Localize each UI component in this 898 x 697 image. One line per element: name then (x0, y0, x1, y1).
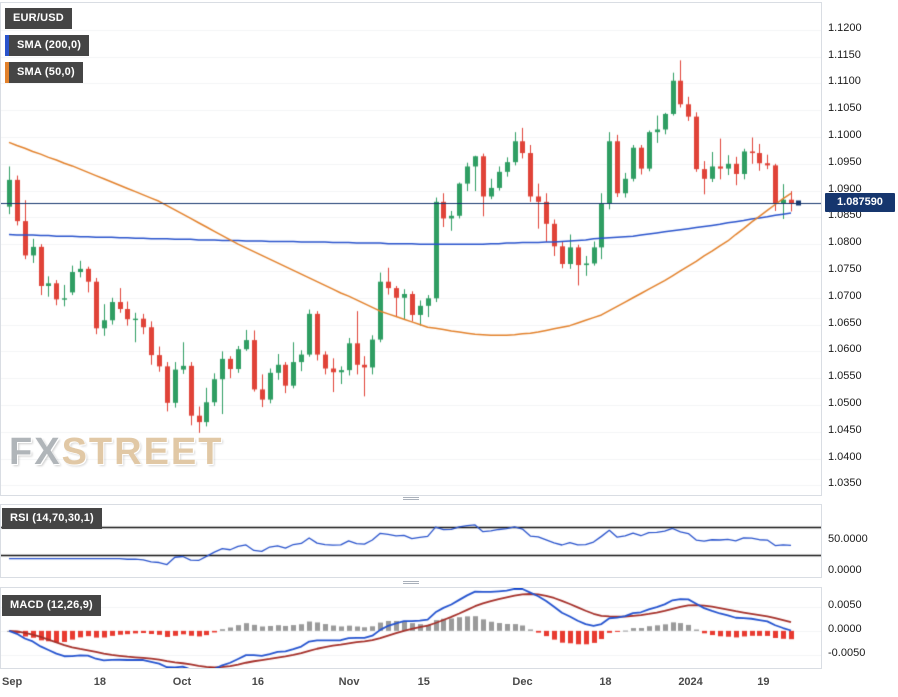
y-axis-price-label: 1.0850 (828, 209, 862, 222)
x-axis-date-label: 18 (599, 676, 612, 688)
y-axis-price-label: 1.0650 (828, 316, 862, 329)
macd-axis-label: -0.0050 (828, 646, 866, 659)
rsi-axis-label: 0.0000 (828, 564, 862, 576)
fxstreet-logo-fx: FX (9, 431, 62, 473)
panel-resize-handle[interactable] (400, 580, 422, 587)
x-axis-date-label: Nov (338, 676, 360, 688)
x-axis-date-label: 2024 (678, 676, 703, 688)
y-axis-price-label: 1.0800 (828, 236, 862, 249)
rsi-legend-badge: RSI (14,70,30,1) (2, 508, 102, 529)
macd-legend-badge: MACD (12,26,9) (2, 595, 101, 616)
macd-axis-label: 0.0050 (828, 599, 862, 612)
y-axis-price-label: 1.0500 (828, 396, 862, 409)
y-axis-price-label: 1.1200 (828, 21, 862, 34)
x-axis-date-label: 15 (417, 676, 430, 688)
y-axis-price-label: 1.0950 (828, 155, 862, 168)
sma50-legend-badge: SMA (50,0) (5, 62, 83, 83)
macd-chart-canvas[interactable] (1, 588, 821, 668)
x-axis-date-label: Sep (2, 676, 23, 688)
y-axis-price-label: 1.0350 (828, 477, 862, 490)
y-axis-price-label: 1.1050 (828, 102, 862, 115)
y-axis-price-label: 1.0400 (828, 450, 862, 463)
y-axis-price-label: 1.0450 (828, 423, 862, 436)
y-axis-price-label: 1.1100 (828, 75, 861, 88)
fxstreet-logo: FXSTREET (9, 431, 223, 474)
current-price-tag: 1.087590 (825, 193, 895, 213)
y-axis-price-label: 1.0700 (828, 289, 862, 302)
fxstreet-logo-street: STREET (61, 431, 224, 473)
price-panel: EUR/USD SMA (200,0) SMA (50,0) FXSTREET (0, 2, 822, 496)
x-axis-date-label: Oct (172, 676, 192, 688)
symbol-badge: EUR/USD (5, 8, 72, 29)
y-axis-price-label: 1.1000 (828, 128, 862, 141)
y-axis-price-label: 1.0550 (828, 370, 862, 383)
macd-axis-label: 0.0000 (828, 622, 862, 635)
x-axis-date-label: 18 (93, 676, 107, 688)
price-chart-canvas[interactable] (1, 3, 821, 495)
sma200-legend-badge: SMA (200,0) (5, 35, 90, 56)
y-axis-price-label: 1.0600 (828, 343, 862, 356)
rsi-chart-canvas[interactable] (1, 505, 821, 577)
x-axis-date-label: 19 (757, 676, 770, 688)
x-axis-date-label: 16 (251, 676, 265, 688)
y-axis-price-label: 1.1150 (828, 48, 861, 61)
y-axis-price-label: 1.0750 (828, 262, 862, 275)
rsi-axis-label: 50.0000 (828, 533, 868, 545)
y-axis-price-label: 1.0900 (828, 182, 862, 195)
x-axis-date-label: Dec (512, 676, 533, 688)
macd-panel: MACD (12,26,9) (0, 587, 822, 669)
panel-resize-handle[interactable] (400, 496, 422, 503)
rsi-panel: RSI (14,70,30,1) (0, 504, 822, 578)
